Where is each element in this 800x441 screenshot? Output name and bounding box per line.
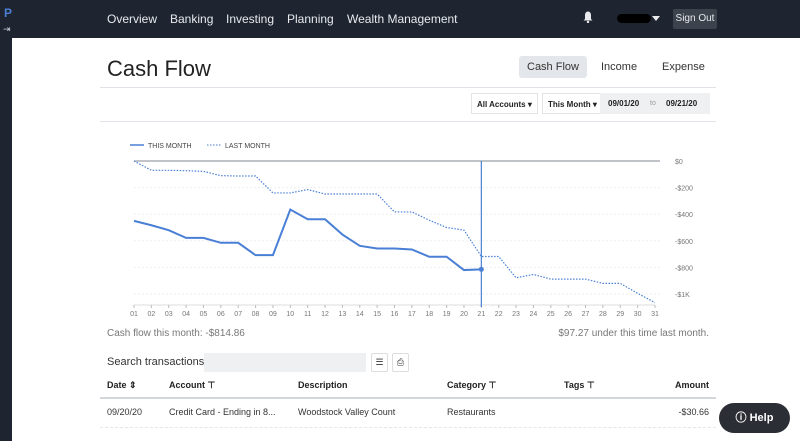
col-amount: Amount	[675, 380, 709, 390]
start-date[interactable]: 09/01/20	[608, 99, 640, 108]
sort-icon[interactable]: ⇕	[129, 380, 137, 390]
col-tags[interactable]: Tags ⊤	[564, 380, 595, 391]
table-header-border	[100, 397, 716, 399]
filter-icon[interactable]: ⊤	[586, 380, 595, 390]
user-menu[interactable]	[617, 14, 651, 23]
sign-out-button[interactable]: Sign Out	[673, 9, 717, 29]
nav-wealth-management[interactable]: Wealth Management	[347, 12, 458, 26]
x-tick-label: 29	[616, 311, 624, 318]
x-tick-label: 22	[495, 311, 503, 318]
x-tick-label: 26	[564, 311, 572, 318]
y-tick-label: -$600	[675, 239, 693, 246]
nav-planning[interactable]: Planning	[287, 12, 334, 26]
cell-category: Restaurants	[447, 407, 496, 417]
page-title: Cash Flow	[107, 56, 211, 81]
x-tick-label: 24	[530, 311, 538, 318]
help-button[interactable]: ⓘ Help	[719, 403, 790, 433]
col-category-label: Category	[447, 380, 487, 390]
end-date[interactable]: 09/21/20	[666, 99, 698, 108]
x-tick-label: 20	[460, 311, 468, 318]
x-tick-label: 25	[547, 311, 555, 318]
x-tick-label: 08	[252, 311, 260, 318]
date-range: 09/01/20 to 09/21/20	[600, 93, 710, 114]
cell-description: Woodstock Valley Count	[298, 407, 396, 417]
row-divider	[100, 427, 716, 428]
series-line-last-month	[133, 160, 656, 304]
legend-label: LAST MONTH	[225, 143, 270, 150]
filter-icon[interactable]: ⊤	[488, 380, 497, 390]
top-nav: P ⇥ Overview Banking Investing Planning …	[0, 0, 800, 38]
y-tick-label: -$1K	[675, 292, 690, 299]
divider	[100, 87, 716, 88]
col-description: Description	[298, 380, 348, 390]
col-category[interactable]: Category ⊤	[447, 380, 496, 391]
legend-label: THIS MONTH	[148, 143, 192, 150]
x-tick-label: 15	[373, 311, 381, 318]
x-tick-label: 07	[234, 311, 242, 318]
x-tick-label: 09	[269, 311, 277, 318]
search-label: Search transactions	[107, 356, 205, 368]
logo[interactable]: P	[4, 6, 13, 20]
nav-investing[interactable]: Investing	[226, 12, 275, 26]
edit-list-icon[interactable]: ☰	[371, 353, 388, 372]
collapse-sidebar-icon[interactable]: ⇥	[3, 24, 11, 34]
tab-cash-flow[interactable]: Cash Flow	[519, 56, 587, 78]
col-account[interactable]: Account ⊤	[169, 380, 215, 391]
x-tick-label: 03	[165, 311, 173, 318]
tab-expense[interactable]: Expense	[662, 61, 705, 73]
x-tick-label: 21	[477, 311, 485, 318]
x-tick-label: 31	[651, 311, 659, 318]
x-tick-label: 06	[217, 311, 225, 318]
bell-icon[interactable]	[583, 11, 593, 23]
nav-overview[interactable]: Overview	[107, 12, 158, 26]
y-tick-label: $0	[675, 159, 683, 166]
series-line-this-month	[133, 208, 482, 272]
search-input[interactable]	[204, 353, 366, 372]
x-tick-label: 10	[286, 311, 294, 318]
accounts-dropdown[interactable]: All Accounts ▾	[471, 93, 538, 114]
x-tick-label: 16	[391, 311, 399, 318]
y-tick-label: -$400	[675, 212, 693, 219]
x-tick-label: 18	[425, 311, 433, 318]
col-date[interactable]: Date ⇕	[107, 380, 137, 391]
y-tick-label: -$800	[675, 265, 693, 272]
help-label: Help	[749, 412, 774, 424]
x-tick-label: 01	[130, 311, 138, 318]
x-tick-label: 19	[443, 311, 451, 318]
x-tick-label: 11	[304, 311, 311, 318]
x-tick-label: 02	[147, 311, 155, 318]
x-tick-label: 27	[582, 311, 590, 318]
nav-banking[interactable]: Banking	[170, 12, 214, 26]
col-tags-label: Tags	[564, 380, 585, 390]
cell-amount: -$30.66	[678, 407, 709, 417]
col-account-label: Account	[169, 380, 205, 390]
filter-icon[interactable]: ⊤	[207, 380, 216, 390]
period-dropdown[interactable]: This Month ▾	[542, 93, 603, 114]
accounts-value: All Accounts	[477, 100, 526, 109]
x-tick-label: 04	[182, 311, 190, 318]
help-icon: ⓘ	[735, 412, 747, 424]
x-tick-label: 17	[408, 311, 416, 318]
y-tick-label: -$200	[675, 186, 693, 193]
export-csv-icon[interactable]: ⎙	[392, 353, 409, 372]
comparison-summary: $97.27 under this time last month.	[558, 328, 709, 339]
col-date-label: Date	[107, 380, 127, 390]
cash-flow-summary: Cash flow this month: -$814.86	[107, 328, 245, 339]
x-tick-label: 23	[512, 311, 520, 318]
tab-income[interactable]: Income	[601, 61, 638, 73]
x-tick-label: 30	[634, 311, 642, 318]
cell-account: Credit Card - Ending in 8...	[169, 407, 276, 417]
period-value: This Month	[548, 100, 591, 109]
x-tick-label: 14	[356, 311, 364, 318]
chevron-down-icon[interactable]	[652, 16, 660, 21]
chart-top-border	[100, 121, 716, 122]
x-tick-label: 13	[339, 311, 347, 318]
x-tick-label: 05	[200, 311, 208, 318]
cell-date: 09/20/20	[107, 407, 143, 417]
hover-point	[478, 266, 484, 272]
to-label: to	[650, 100, 656, 107]
x-tick-label: 28	[599, 311, 607, 318]
cash-flow-chart: $0 -$200 -$400 -$600 -$800 -$1K 01 02 03 04 05 06 07…	[130, 143, 693, 318]
x-tick-label: 12	[321, 311, 329, 318]
